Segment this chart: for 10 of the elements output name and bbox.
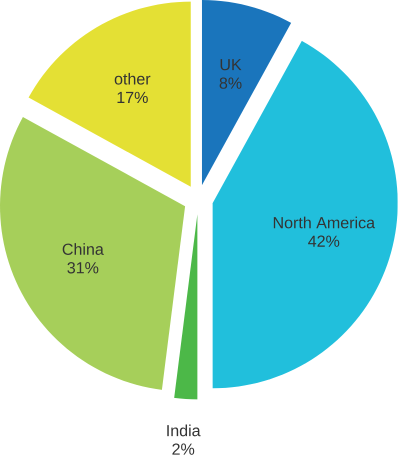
data-label: 17% <box>118 92 148 104</box>
slice-label: other <box>114 72 150 85</box>
data-label: 42% <box>308 236 340 247</box>
data-label: 8% <box>220 77 242 89</box>
data-label: 31% <box>68 262 98 274</box>
data-label: 2% <box>172 443 194 455</box>
slice-label: China <box>62 243 104 255</box>
slice-label: UK <box>220 59 242 70</box>
slice-label: India <box>167 424 201 436</box>
slice-label: North America <box>274 216 376 228</box>
